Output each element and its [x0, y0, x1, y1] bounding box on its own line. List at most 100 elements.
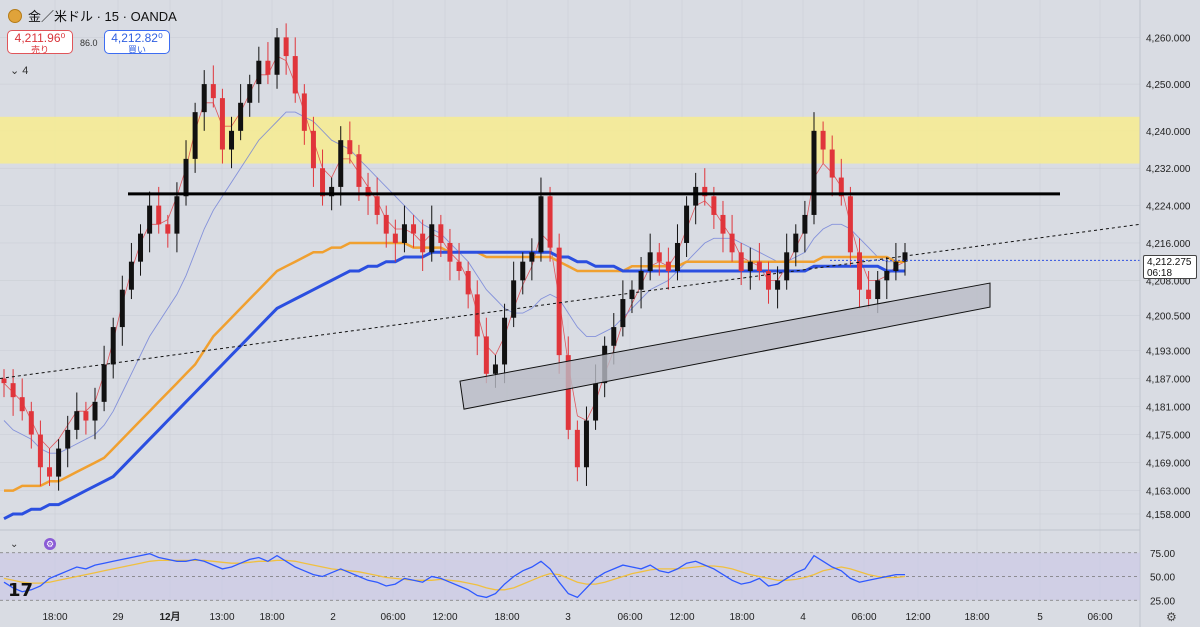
support-channel — [459, 282, 991, 410]
tradingview-logo[interactable]: 17 — [8, 580, 34, 601]
candle-body — [356, 154, 362, 187]
x-tick-label: 18:00 — [964, 612, 989, 623]
indicators-collapse-toggle[interactable]: ⌄ 4 — [10, 65, 29, 77]
x-tick-label: 29 — [112, 612, 124, 623]
candle-body — [238, 102, 244, 131]
candle-body — [338, 140, 344, 187]
candle-body — [28, 411, 34, 435]
candle-body — [693, 186, 699, 206]
y-tick-label: 4,232.000 — [1146, 164, 1191, 175]
candle-body — [192, 112, 198, 159]
sell-button[interactable]: 4,211.96⁰ 売り — [7, 30, 73, 55]
candle-body — [820, 130, 826, 150]
candle-body — [347, 140, 353, 155]
candle-body — [210, 84, 216, 99]
moving-average-line — [3, 55, 906, 450]
sell-price: 4,211.96⁰ — [14, 31, 66, 45]
candle-body — [329, 186, 335, 197]
gear-icon[interactable]: ⚙ — [1166, 610, 1177, 624]
candle-body — [165, 224, 171, 234]
candle-body — [884, 271, 890, 281]
candle-body — [465, 271, 471, 295]
candle-body — [483, 336, 489, 374]
x-tick-label: 3 — [565, 612, 571, 623]
time-axis[interactable]: 18:00 29 12月 13:00 18:00 2 06:00 12:00 18:00 3 06:… — [42, 611, 1112, 623]
candle-body — [747, 261, 753, 272]
candle-body — [802, 214, 808, 234]
candle-body — [838, 177, 844, 197]
candle-body — [201, 84, 207, 113]
candle-body — [19, 397, 25, 412]
x-tick-label: 06:00 — [851, 612, 876, 623]
indicator-settings-icon[interactable]: ⚙ — [44, 538, 56, 550]
buy-label: 買い — [127, 45, 146, 55]
candle-body — [174, 196, 180, 234]
y-tick-label: 4,158.000 — [1146, 510, 1191, 521]
x-tick-label: 06:00 — [380, 612, 405, 623]
candle-body — [101, 364, 107, 402]
candle-body — [629, 289, 635, 300]
candle-body — [320, 168, 326, 197]
rsi-level-label: 25.00 — [1150, 596, 1175, 607]
chevron-down-icon[interactable]: ⌄ — [10, 539, 19, 550]
y-tick-label: 4,163.000 — [1146, 487, 1191, 498]
candle-body — [583, 420, 589, 468]
rsi-line — [3, 553, 905, 599]
candle-body — [520, 261, 526, 281]
candle-body — [274, 37, 280, 75]
sell-label: 売り — [30, 45, 49, 55]
candle-body — [847, 196, 853, 253]
y-tick-label: 4,208.000 — [1146, 276, 1191, 287]
candle-body — [438, 224, 444, 243]
x-tick-label: 18:00 — [259, 612, 284, 623]
chart-overlays — [0, 116, 1140, 164]
y-tick-label: 4,216.000 — [1146, 239, 1191, 250]
rsi-signal-line — [3, 559, 906, 591]
price-axis[interactable]: 4,260.000 4,250.000 4,240.000 4,232.000 4,22… — [1139, 0, 1191, 627]
candle-body — [147, 205, 153, 234]
bar-countdown: 06:18 — [1147, 268, 1173, 279]
y-tick-label: 4,181.000 — [1146, 403, 1191, 414]
moving-averages — [3, 55, 906, 521]
candle-body — [301, 93, 307, 131]
buy-button[interactable]: 4,212.82⁰ 買い — [104, 30, 170, 55]
y-tick-label: 4,193.000 — [1146, 346, 1191, 357]
candle-body — [775, 280, 781, 290]
candle-body — [638, 271, 644, 290]
candle-body — [811, 130, 817, 215]
candle-body — [474, 294, 480, 337]
candle-body — [10, 383, 16, 398]
candle-body — [310, 130, 316, 169]
symbol-header[interactable]: 金／米ドル · 15 · OANDA — [8, 6, 177, 25]
candle-body — [256, 60, 262, 85]
candle-body — [765, 271, 771, 290]
candle-body — [447, 242, 453, 262]
candle-body — [92, 401, 98, 421]
y-tick-label: 4,175.000 — [1146, 431, 1191, 442]
candle-body — [656, 252, 662, 262]
x-tick-label: 13:00 — [209, 612, 234, 623]
candle-body — [365, 186, 371, 197]
candle-body — [492, 364, 498, 374]
candle-body — [574, 429, 580, 468]
candle-body — [720, 214, 726, 234]
candle-body — [547, 196, 553, 248]
candle-body — [793, 233, 799, 253]
candle-body — [420, 233, 426, 253]
candle-body — [511, 280, 517, 318]
candle-body — [219, 98, 225, 150]
x-tick-label: 18:00 — [42, 612, 67, 623]
candle-body — [902, 252, 908, 262]
candle-body — [556, 247, 562, 356]
current-price-tag: 4,212.275 06:18 — [1143, 255, 1197, 279]
candle-body — [593, 383, 599, 421]
candle-body — [411, 224, 417, 234]
current-price-label: 4,212.275 — [1147, 257, 1192, 268]
moving-average-line — [3, 111, 905, 454]
candle-body — [665, 261, 671, 272]
rsi-level-label: 75.00 — [1150, 549, 1175, 560]
candle-body — [229, 130, 235, 150]
candle-body — [729, 233, 735, 253]
candle-body — [374, 196, 380, 215]
